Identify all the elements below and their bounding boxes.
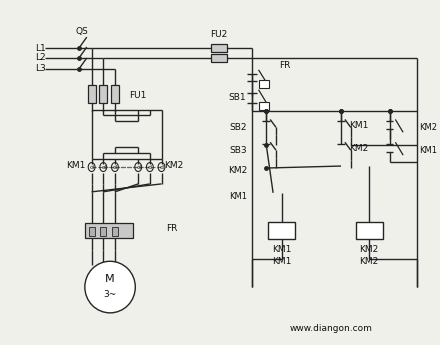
Text: 3~: 3~ xyxy=(103,289,117,298)
Bar xyxy=(259,80,269,88)
Text: KM2: KM2 xyxy=(418,123,436,132)
Text: KM2: KM2 xyxy=(359,245,379,254)
Text: KM2: KM2 xyxy=(359,257,379,266)
Text: KM1: KM1 xyxy=(349,121,368,130)
Text: L2: L2 xyxy=(35,53,46,62)
Bar xyxy=(99,85,107,102)
Bar xyxy=(89,227,95,236)
Text: SB2: SB2 xyxy=(229,123,247,132)
Text: KM1: KM1 xyxy=(272,257,292,266)
Bar xyxy=(85,223,133,238)
Bar xyxy=(259,101,269,109)
Text: M: M xyxy=(105,274,115,284)
Text: KM1: KM1 xyxy=(66,160,86,169)
Text: L1: L1 xyxy=(35,43,46,52)
Text: SB1: SB1 xyxy=(228,93,246,102)
Text: QS: QS xyxy=(76,27,88,36)
Circle shape xyxy=(85,261,136,313)
Text: d: d xyxy=(113,165,117,170)
Text: FU2: FU2 xyxy=(210,30,227,39)
Text: L3: L3 xyxy=(35,64,46,73)
Text: d: d xyxy=(136,165,140,170)
Text: KM1: KM1 xyxy=(229,192,247,201)
Text: d: d xyxy=(148,165,152,170)
Text: KM2: KM2 xyxy=(349,144,368,153)
Bar xyxy=(268,221,295,239)
Bar xyxy=(112,227,118,236)
Text: FU1: FU1 xyxy=(129,91,147,100)
Bar xyxy=(111,85,119,102)
Bar xyxy=(88,85,95,102)
Bar xyxy=(356,221,383,239)
Text: FR: FR xyxy=(279,61,290,70)
Text: www.diangon.com: www.diangon.com xyxy=(290,324,373,333)
Text: KM1: KM1 xyxy=(418,146,436,155)
Text: FR: FR xyxy=(166,224,178,233)
Bar xyxy=(211,54,227,62)
Text: SB3: SB3 xyxy=(229,146,247,155)
Bar xyxy=(100,227,106,236)
Text: KM2: KM2 xyxy=(165,160,183,169)
Text: d: d xyxy=(101,165,105,170)
Text: d: d xyxy=(160,165,164,170)
Text: d: d xyxy=(90,165,94,170)
Text: KM2: KM2 xyxy=(227,166,247,175)
Bar xyxy=(211,44,227,52)
Text: KM1: KM1 xyxy=(272,245,292,254)
